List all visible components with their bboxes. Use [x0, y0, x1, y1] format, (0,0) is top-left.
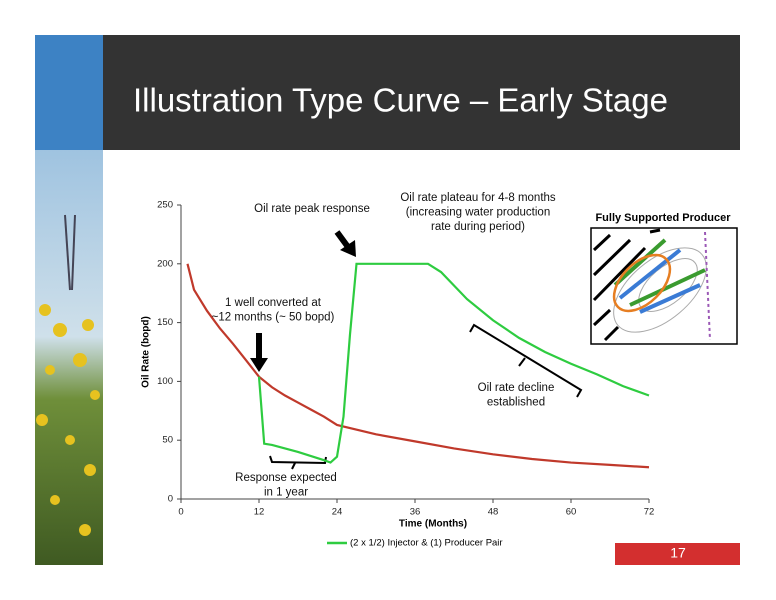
x-tick-label: 24 [332, 507, 343, 518]
y-axis-title: Oil Rate (bopd) [141, 316, 152, 388]
title-bar [103, 35, 740, 150]
photo-details [36, 214, 100, 536]
annotation: (increasing water production [406, 207, 550, 219]
annotation: in 1 year [264, 487, 308, 499]
annotation: Oil rate decline [478, 382, 555, 394]
series-line [186, 263, 650, 469]
x-tick-label: 48 [488, 507, 499, 518]
side-band [35, 35, 103, 150]
page-number-box [615, 543, 740, 565]
x-tick-label: 72 [644, 507, 655, 518]
y-tick-label: 0 [168, 494, 173, 505]
x-tick-label: 60 [566, 507, 577, 518]
x-axis-title: Time (Months) [399, 519, 467, 530]
page-number: 17 [670, 545, 686, 561]
side-photo [35, 150, 103, 565]
y-tick-label: 50 [162, 435, 173, 446]
x-tick-label: 0 [178, 507, 183, 518]
annotation: established [487, 397, 545, 409]
y-tick-label: 200 [157, 258, 173, 269]
x-tick-label: 12 [254, 507, 265, 518]
series-line [257, 262, 650, 464]
y-tick-label: 150 [157, 317, 173, 328]
slide-title: Illustration Type Curve – Early Stage [133, 82, 668, 119]
y-tick-label: 250 [157, 200, 173, 211]
annotation: ~12 months (~ 50 bopd) [212, 312, 335, 324]
annotation: rate during period) [431, 221, 525, 233]
y-tick-label: 100 [157, 376, 173, 387]
annotation: Response expected [235, 472, 337, 484]
inset-title: Fully Supported Producer [595, 212, 731, 224]
x-tick-label: 36 [410, 507, 421, 518]
arrows-brackets [250, 230, 583, 470]
annotation: Oil rate peak response [254, 203, 370, 215]
annotation: Oil rate plateau for 4-8 months [400, 192, 556, 204]
inset-diagram [590, 227, 738, 345]
annotation: 1 well converted at [225, 297, 322, 309]
legend-label: (2 x 1/2) Injector & (1) Producer Pair [350, 538, 503, 549]
